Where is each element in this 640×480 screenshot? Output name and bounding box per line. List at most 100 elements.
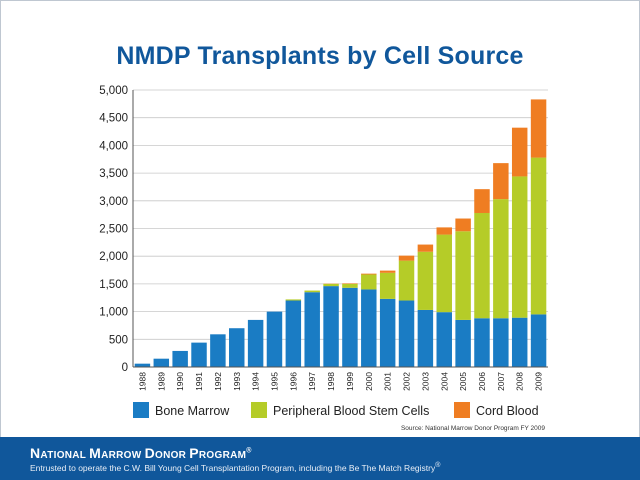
org-name: NATIONAL MARROW DONOR PROGRAM® bbox=[30, 445, 252, 461]
x-tick-label: 2003 bbox=[420, 372, 430, 391]
y-tick-label: 1,000 bbox=[99, 307, 128, 319]
tagline-text: Entrusted to operate the C.W. Bill Young… bbox=[30, 462, 436, 473]
bar-bone-marrow-2005 bbox=[455, 319, 471, 367]
x-tick-label: 1999 bbox=[345, 372, 355, 391]
bar-bone-marrow-2001 bbox=[379, 298, 396, 367]
bar-bone-marrow-1995 bbox=[266, 311, 283, 367]
bar-pbsc-2000 bbox=[361, 274, 377, 290]
bar-bone-marrow-1998 bbox=[323, 286, 339, 367]
x-tick-label: 2002 bbox=[402, 372, 412, 391]
bar-bone-marrow-1996 bbox=[285, 300, 302, 367]
bar-bone-marrow-2009 bbox=[530, 314, 547, 367]
x-tick-label: 2006 bbox=[477, 372, 487, 391]
x-tick-label: 2008 bbox=[515, 372, 525, 391]
y-tick-label: 5,000 bbox=[99, 85, 128, 97]
bar-bone-marrow-1990 bbox=[172, 350, 188, 367]
x-tick-label: 2007 bbox=[496, 372, 506, 391]
x-tick-label: 1992 bbox=[213, 372, 223, 391]
bar-pbsc-2007 bbox=[493, 199, 509, 319]
x-tick-label: 1995 bbox=[269, 372, 279, 391]
y-tick-label: 2,500 bbox=[99, 224, 128, 236]
x-tick-label: 2005 bbox=[458, 372, 468, 391]
bar-bone-marrow-1997 bbox=[304, 292, 320, 367]
bar-cord-blood-2005 bbox=[455, 218, 471, 232]
x-tick-label: 2000 bbox=[364, 372, 374, 391]
bar-bone-marrow-2000 bbox=[361, 289, 377, 367]
legend-label: Cord Blood bbox=[476, 404, 539, 418]
x-tick-label: 1988 bbox=[137, 372, 147, 391]
tagline-registered-mark: ® bbox=[435, 462, 441, 469]
bar-pbsc-2008 bbox=[511, 176, 528, 318]
legend-swatch-pbsc bbox=[251, 402, 267, 418]
y-tick-label: 1,500 bbox=[99, 279, 128, 291]
bar-pbsc-2005 bbox=[455, 231, 471, 320]
footer-tagline: Entrusted to operate the C.W. Bill Young… bbox=[30, 462, 440, 473]
org-cap-4: P bbox=[189, 445, 199, 461]
bar-cord-blood-2007 bbox=[493, 163, 509, 200]
bar-bone-marrow-2006 bbox=[474, 318, 490, 367]
y-tick-label: 3,500 bbox=[99, 168, 128, 180]
x-tick-label: 1993 bbox=[232, 372, 242, 391]
bar-bone-marrow-2003 bbox=[417, 309, 434, 367]
x-tick-label: 1998 bbox=[326, 372, 336, 391]
bar-bone-marrow-1991 bbox=[191, 342, 207, 367]
org-rest-4: ROGRAM bbox=[198, 450, 247, 461]
y-tick-label: 4,500 bbox=[99, 113, 128, 125]
bar-cord-blood-2008 bbox=[511, 127, 528, 177]
legend-label: Bone Marrow bbox=[155, 404, 230, 418]
x-tick-label: 1996 bbox=[288, 372, 298, 391]
x-tick-label: 2001 bbox=[383, 372, 393, 391]
x-tick-label: 2009 bbox=[534, 372, 544, 391]
bar-pbsc-2004 bbox=[436, 234, 452, 313]
bar-pbsc-2009 bbox=[530, 157, 547, 315]
bar-pbsc-2002 bbox=[398, 260, 415, 301]
legend: Bone Marrow Peripheral Blood Stem Cells Co… bbox=[133, 402, 539, 418]
x-tick-label: 1994 bbox=[251, 372, 261, 391]
org-rest-1: ATIONAL bbox=[40, 450, 90, 461]
axis-layer: 0 500 1,000 1,500 2,000 2,500 3,000 3,500 4,000 4… bbox=[99, 85, 548, 391]
x-tick-label: 1990 bbox=[175, 372, 185, 391]
y-tick-label: 3,000 bbox=[99, 196, 128, 208]
bar-pbsc-2003 bbox=[417, 251, 434, 310]
bar-cord-blood-2004 bbox=[436, 227, 452, 235]
bar-bone-marrow-1993 bbox=[229, 328, 245, 367]
legend-swatch-bone-marrow bbox=[133, 402, 149, 418]
org-registered-mark: ® bbox=[246, 447, 252, 455]
y-tick-label: 2,000 bbox=[99, 251, 128, 263]
x-tick-label: 2004 bbox=[439, 372, 449, 391]
bar-bone-marrow-1989 bbox=[153, 358, 170, 367]
bar-pbsc-2001 bbox=[379, 272, 396, 299]
bar-pbsc-1998 bbox=[323, 283, 339, 287]
bar-cord-blood-1999 bbox=[342, 283, 358, 284]
y-tick-label: 4,000 bbox=[99, 140, 128, 152]
x-tick-label: 1989 bbox=[156, 372, 166, 391]
bar-cord-blood-2006 bbox=[474, 189, 490, 213]
org-rest-3: ONOR bbox=[154, 450, 190, 461]
source-note: Source: National Marrow Donor Program FY… bbox=[401, 425, 545, 432]
legend-label: Peripheral Blood Stem Cells bbox=[273, 404, 429, 418]
org-cap-3: D bbox=[144, 445, 155, 461]
org-cap-2: M bbox=[89, 445, 102, 461]
legend-swatch-cord-blood bbox=[454, 402, 470, 418]
bar-pbsc-1996 bbox=[285, 299, 302, 301]
x-tick-label: 1997 bbox=[307, 372, 317, 391]
bar-bone-marrow-1999 bbox=[342, 287, 358, 367]
bar-bone-marrow-2004 bbox=[436, 312, 452, 367]
org-cap-1: N bbox=[30, 445, 41, 461]
chart: 0 500 1,000 1,500 2,000 2,500 3,000 3,500 4,000 4… bbox=[99, 85, 548, 432]
bar-bone-marrow-2007 bbox=[493, 318, 509, 367]
bar-cord-blood-2003 bbox=[417, 244, 434, 252]
y-tick-label: 0 bbox=[122, 362, 128, 374]
chart-title: NMDP Transplants by Cell Source bbox=[116, 42, 524, 70]
footer: NATIONAL MARROW DONOR PROGRAM® Entrusted… bbox=[0, 437, 640, 480]
bars-layer bbox=[134, 99, 547, 367]
bar-pbsc-2006 bbox=[474, 212, 490, 319]
bar-bone-marrow-1988 bbox=[134, 363, 151, 367]
bar-cord-blood-2009 bbox=[530, 99, 547, 158]
bar-bone-marrow-2008 bbox=[511, 317, 528, 367]
bar-bone-marrow-1992 bbox=[210, 334, 226, 367]
bar-cord-blood-2000 bbox=[361, 273, 377, 275]
bar-bone-marrow-2002 bbox=[398, 300, 415, 367]
org-rest-2: ARROW bbox=[101, 450, 145, 461]
bar-cord-blood-2001 bbox=[379, 270, 396, 273]
